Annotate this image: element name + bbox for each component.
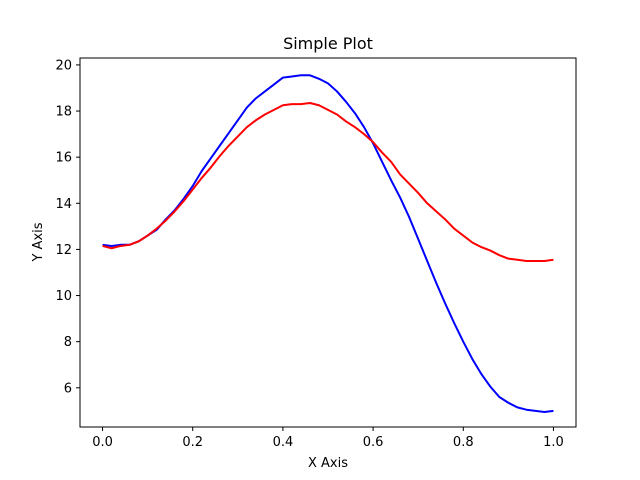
y-tick-label: 14	[55, 197, 72, 212]
series-layer	[102, 74, 554, 414]
chart-title: Simple Plot	[283, 34, 373, 53]
x-axis-label: X Axis	[308, 456, 348, 471]
y-tick-label: 16	[55, 151, 72, 166]
x-tick-label: 0.4	[273, 435, 294, 450]
y-tick-label: 10	[55, 289, 72, 304]
plot-frame	[79, 57, 577, 428]
x-tick-label: 0.6	[363, 435, 384, 450]
x-tick-label: 1.0	[543, 435, 564, 450]
y-ticks: 6 8 10 12 14 16 18 20	[55, 58, 80, 396]
y-tick-label: 6	[64, 381, 72, 396]
y-axis-label: Y Axis	[31, 222, 46, 262]
x-tick-label: 0.8	[453, 435, 474, 450]
y-tick-label: 18	[55, 105, 72, 120]
x-tick-label: 0.0	[92, 435, 113, 450]
series-line-2	[102, 101, 554, 262]
y-tick-label: 8	[64, 335, 72, 350]
y-tick-label: 20	[55, 58, 72, 73]
y-tick-label: 12	[55, 243, 72, 258]
x-tick-label: 0.2	[182, 435, 203, 450]
series-line-1	[102, 74, 554, 414]
x-ticks: 0.0 0.2 0.4 0.6 0.8 1.0	[92, 427, 564, 450]
